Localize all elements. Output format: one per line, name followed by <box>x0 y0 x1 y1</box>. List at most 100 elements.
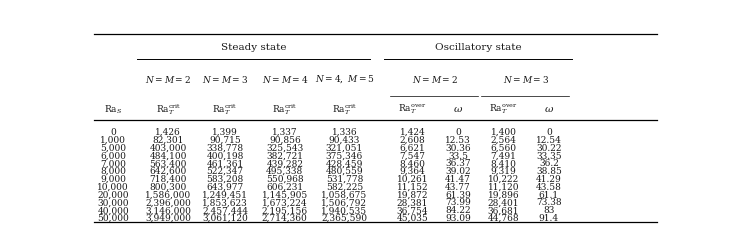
Text: $\mathrm{Ra}_T^{\mathrm{over}}$: $\mathrm{Ra}_T^{\mathrm{over}}$ <box>399 102 427 116</box>
Text: 718,400: 718,400 <box>150 174 187 183</box>
Text: 325,543: 325,543 <box>266 143 303 152</box>
Text: 90,856: 90,856 <box>269 135 301 144</box>
Text: 382,721: 382,721 <box>266 151 303 160</box>
Text: 43.58: 43.58 <box>536 182 562 191</box>
Text: 33.5: 33.5 <box>448 151 468 160</box>
Text: 0: 0 <box>455 128 461 136</box>
Text: 1,400: 1,400 <box>490 128 517 136</box>
Text: 1,337: 1,337 <box>272 128 298 136</box>
Text: 20,000: 20,000 <box>97 190 129 199</box>
Text: 36.37: 36.37 <box>445 159 471 168</box>
Text: 2,564: 2,564 <box>490 135 517 144</box>
Text: $N=M=4$: $N=M=4$ <box>262 74 308 85</box>
Text: 2,195,156: 2,195,156 <box>262 206 308 214</box>
Text: 1,249,451: 1,249,451 <box>202 190 248 199</box>
Text: 6,621: 6,621 <box>399 143 425 152</box>
Text: 90,433: 90,433 <box>328 135 360 144</box>
Text: 1,000: 1,000 <box>100 135 126 144</box>
Text: 10,000: 10,000 <box>97 182 129 191</box>
Text: 61.39: 61.39 <box>445 190 471 199</box>
Text: 8,410: 8,410 <box>490 159 517 168</box>
Text: 550,968: 550,968 <box>266 174 303 183</box>
Text: 1,940,535: 1,940,535 <box>321 206 367 214</box>
Text: 1,586,000: 1,586,000 <box>145 190 191 199</box>
Text: 3,949,000: 3,949,000 <box>145 213 191 222</box>
Text: 7,491: 7,491 <box>490 151 517 160</box>
Text: 30.22: 30.22 <box>536 143 561 152</box>
Text: 36,681: 36,681 <box>487 206 519 214</box>
Text: 30.36: 30.36 <box>445 143 471 152</box>
Text: 1,506,792: 1,506,792 <box>321 198 367 206</box>
Text: 1,145,905: 1,145,905 <box>262 190 308 199</box>
Text: 28,381: 28,381 <box>397 198 428 206</box>
Text: 50,000: 50,000 <box>97 213 129 222</box>
Text: 0: 0 <box>111 128 116 136</box>
Text: Oscillatory state: Oscillatory state <box>435 43 521 52</box>
Text: 61.1: 61.1 <box>539 190 559 199</box>
Text: 28,401: 28,401 <box>487 198 519 206</box>
Text: 73.99: 73.99 <box>445 198 471 206</box>
Text: 403,000: 403,000 <box>150 143 187 152</box>
Text: 45,035: 45,035 <box>397 213 429 222</box>
Text: 495,338: 495,338 <box>266 166 303 175</box>
Text: 439,282: 439,282 <box>266 159 303 168</box>
Text: 8,000: 8,000 <box>100 166 126 175</box>
Text: 9,364: 9,364 <box>399 166 425 175</box>
Text: 12.53: 12.53 <box>445 135 471 144</box>
Text: Steady state: Steady state <box>221 43 287 52</box>
Text: 82,301: 82,301 <box>152 135 184 144</box>
Text: 11,120: 11,120 <box>487 182 519 191</box>
Text: 2,457,444: 2,457,444 <box>202 206 248 214</box>
Text: 2,714,360: 2,714,360 <box>262 213 308 222</box>
Text: 41.47: 41.47 <box>445 174 471 183</box>
Text: 800,300: 800,300 <box>150 182 187 191</box>
Text: 44,768: 44,768 <box>487 213 519 222</box>
Text: 33.35: 33.35 <box>536 151 561 160</box>
Text: 563,400: 563,400 <box>150 159 187 168</box>
Text: 1,058,675: 1,058,675 <box>321 190 367 199</box>
Text: 582,225: 582,225 <box>325 182 363 191</box>
Text: $N=M=3$: $N=M=3$ <box>503 74 549 85</box>
Text: 93.09: 93.09 <box>445 213 471 222</box>
Text: 1,426: 1,426 <box>155 128 181 136</box>
Text: 1,673,224: 1,673,224 <box>262 198 308 206</box>
Text: 7,547: 7,547 <box>399 151 426 160</box>
Text: 41.29: 41.29 <box>536 174 561 183</box>
Text: 19,896: 19,896 <box>487 190 519 199</box>
Text: $\mathrm{Ra}_S$: $\mathrm{Ra}_S$ <box>104 103 122 115</box>
Text: 484,100: 484,100 <box>150 151 187 160</box>
Text: 83: 83 <box>543 206 555 214</box>
Text: $\omega$: $\omega$ <box>453 104 463 114</box>
Text: 39.02: 39.02 <box>445 166 471 175</box>
Text: 11,152: 11,152 <box>397 182 428 191</box>
Text: $\mathrm{Ra}_T^{\mathrm{over}}$: $\mathrm{Ra}_T^{\mathrm{over}}$ <box>490 102 517 116</box>
Text: $\mathrm{Ra}_T^{\mathrm{crit}}$: $\mathrm{Ra}_T^{\mathrm{crit}}$ <box>213 102 237 116</box>
Text: $\omega$: $\omega$ <box>544 104 554 114</box>
Text: 400,198: 400,198 <box>207 151 244 160</box>
Text: 7,000: 7,000 <box>100 159 126 168</box>
Text: 6,560: 6,560 <box>490 143 517 152</box>
Text: 0: 0 <box>546 128 552 136</box>
Text: 1,399: 1,399 <box>213 128 238 136</box>
Text: 643,977: 643,977 <box>207 182 244 191</box>
Text: 43.77: 43.77 <box>445 182 471 191</box>
Text: 3,061,120: 3,061,120 <box>202 213 248 222</box>
Text: 461,361: 461,361 <box>207 159 244 168</box>
Text: 321,051: 321,051 <box>325 143 363 152</box>
Text: 6,000: 6,000 <box>100 151 126 160</box>
Text: 38.85: 38.85 <box>536 166 562 175</box>
Text: 338,778: 338,778 <box>207 143 243 152</box>
Text: 9,319: 9,319 <box>490 166 516 175</box>
Text: 583,208: 583,208 <box>207 174 244 183</box>
Text: 531,778: 531,778 <box>325 174 363 183</box>
Text: 40,000: 40,000 <box>97 206 129 214</box>
Text: 522,347: 522,347 <box>207 166 243 175</box>
Text: $N=M=2$: $N=M=2$ <box>413 74 458 85</box>
Text: 9,000: 9,000 <box>100 174 126 183</box>
Text: 2,365,590: 2,365,590 <box>321 213 367 222</box>
Text: 36.2: 36.2 <box>539 159 559 168</box>
Text: 428,459: 428,459 <box>325 159 363 168</box>
Text: $\mathrm{Ra}_T^{\mathrm{crit}}$: $\mathrm{Ra}_T^{\mathrm{crit}}$ <box>332 102 357 116</box>
Text: 84.22: 84.22 <box>445 206 471 214</box>
Text: 642,600: 642,600 <box>150 166 187 175</box>
